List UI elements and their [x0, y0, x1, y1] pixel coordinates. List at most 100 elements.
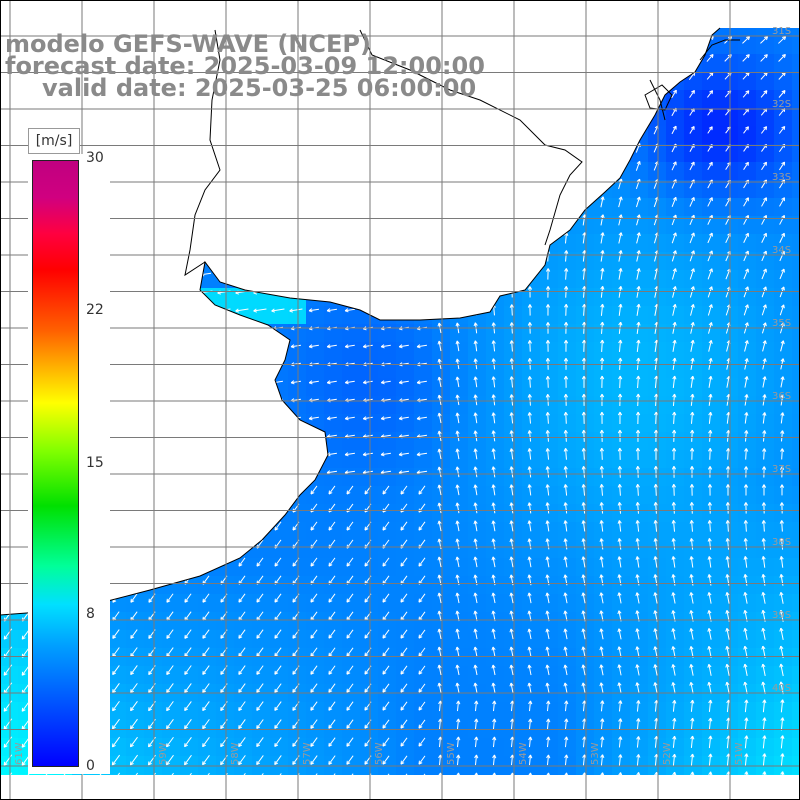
sea-cell: [522, 540, 541, 559]
sea-cell: [522, 360, 541, 379]
sea-cell: [576, 612, 595, 631]
sea-cell: [594, 360, 613, 379]
sea-cell: [630, 270, 649, 289]
sea-cell: [432, 576, 451, 595]
sea-cell: [684, 324, 703, 343]
sea-cell: [396, 450, 415, 469]
sea-cell: [612, 738, 631, 757]
sea-cell: [594, 324, 613, 343]
sea-cell: [702, 360, 721, 379]
lat-label: 31S: [772, 26, 791, 37]
sea-cell: [432, 468, 451, 487]
sea-cell: [612, 756, 631, 775]
sea-cell: [576, 414, 595, 433]
sea-cell: [414, 360, 433, 379]
sea-cell: [432, 702, 451, 721]
sea-cell: [720, 450, 739, 469]
sea-cell: [558, 702, 577, 721]
sea-cell: [684, 468, 703, 487]
lon-label: 56W: [374, 742, 385, 765]
colorbar: [32, 160, 79, 767]
sea-cell: [540, 540, 559, 559]
sea-cell: [378, 396, 397, 415]
sea-cell: [702, 540, 721, 559]
lon-label: 59W: [158, 742, 169, 765]
sea-cell: [648, 504, 667, 523]
sea-cell: [774, 432, 793, 451]
sea-cell: [792, 666, 800, 685]
sea-cell: [306, 396, 325, 415]
sea-cell: [378, 468, 397, 487]
sea-cell: [432, 450, 451, 469]
sea-cell: [432, 540, 451, 559]
sea-cell: [378, 342, 397, 361]
sea-cell: [504, 432, 523, 451]
sea-cell: [504, 342, 523, 361]
lon-label: 57W: [302, 742, 313, 765]
sea-cell: [756, 360, 775, 379]
sea-cell: [666, 522, 685, 541]
sea-cell: [612, 324, 631, 343]
sea-cell: [612, 306, 631, 325]
colorbar-unit-label: [m/s]: [28, 128, 80, 154]
colorbar-tick-label: 8: [86, 606, 95, 622]
sea-cell: [324, 378, 343, 397]
sea-cell: [720, 522, 739, 541]
sea-cell: [756, 558, 775, 577]
sea-cell: [648, 522, 667, 541]
sea-cell: [684, 270, 703, 289]
sea-cell: [738, 324, 757, 343]
sea-cell: [612, 396, 631, 415]
sea-cell: [504, 468, 523, 487]
sea-cell: [738, 270, 757, 289]
sea-cell: [774, 504, 793, 523]
sea-cell: [792, 594, 800, 613]
sea-cell: [576, 450, 595, 469]
sea-cell: [720, 324, 739, 343]
sea-cell: [630, 342, 649, 361]
sea-cell: [432, 486, 451, 505]
sea-cell: [576, 360, 595, 379]
sea-cell: [666, 162, 685, 181]
sea-cell: [792, 648, 800, 667]
sea-cell: [486, 414, 505, 433]
sea-cell: [738, 306, 757, 325]
sea-cell: [522, 612, 541, 631]
sea-cell: [738, 432, 757, 451]
sea-cell: [486, 342, 505, 361]
sea-cell: [324, 414, 343, 433]
sea-cell: [522, 486, 541, 505]
sea-cell: [522, 702, 541, 721]
sea-cell: [342, 414, 361, 433]
sea-cell: [630, 162, 649, 181]
sea-cell: [792, 738, 800, 757]
sea-cell: [684, 306, 703, 325]
sea-cell: [576, 234, 595, 253]
sea-cell: [792, 558, 800, 577]
sea-cell: [576, 270, 595, 289]
sea-cell: [792, 522, 800, 541]
sea-cell: [774, 270, 793, 289]
sea-cell: [684, 756, 703, 775]
sea-cell: [648, 342, 667, 361]
sea-cell: [702, 396, 721, 415]
sea-cell: [468, 648, 487, 667]
sea-cell: [432, 396, 451, 415]
sea-cell: [666, 180, 685, 199]
sea-cell: [702, 486, 721, 505]
sea-cell: [702, 342, 721, 361]
sea-cell: [792, 468, 800, 487]
sea-cell: [396, 378, 415, 397]
sea-cell: [486, 396, 505, 415]
sea-cell: [792, 234, 800, 253]
sea-cell: [558, 414, 577, 433]
sea-cell: [612, 522, 631, 541]
sea-cell: [486, 630, 505, 649]
sea-cell: [468, 630, 487, 649]
sea-cell: [594, 396, 613, 415]
sea-cell: [522, 594, 541, 613]
sea-cell: [702, 558, 721, 577]
lat-label: 37S: [772, 464, 791, 475]
sea-cell: [756, 486, 775, 505]
sea-cell: [720, 288, 739, 307]
